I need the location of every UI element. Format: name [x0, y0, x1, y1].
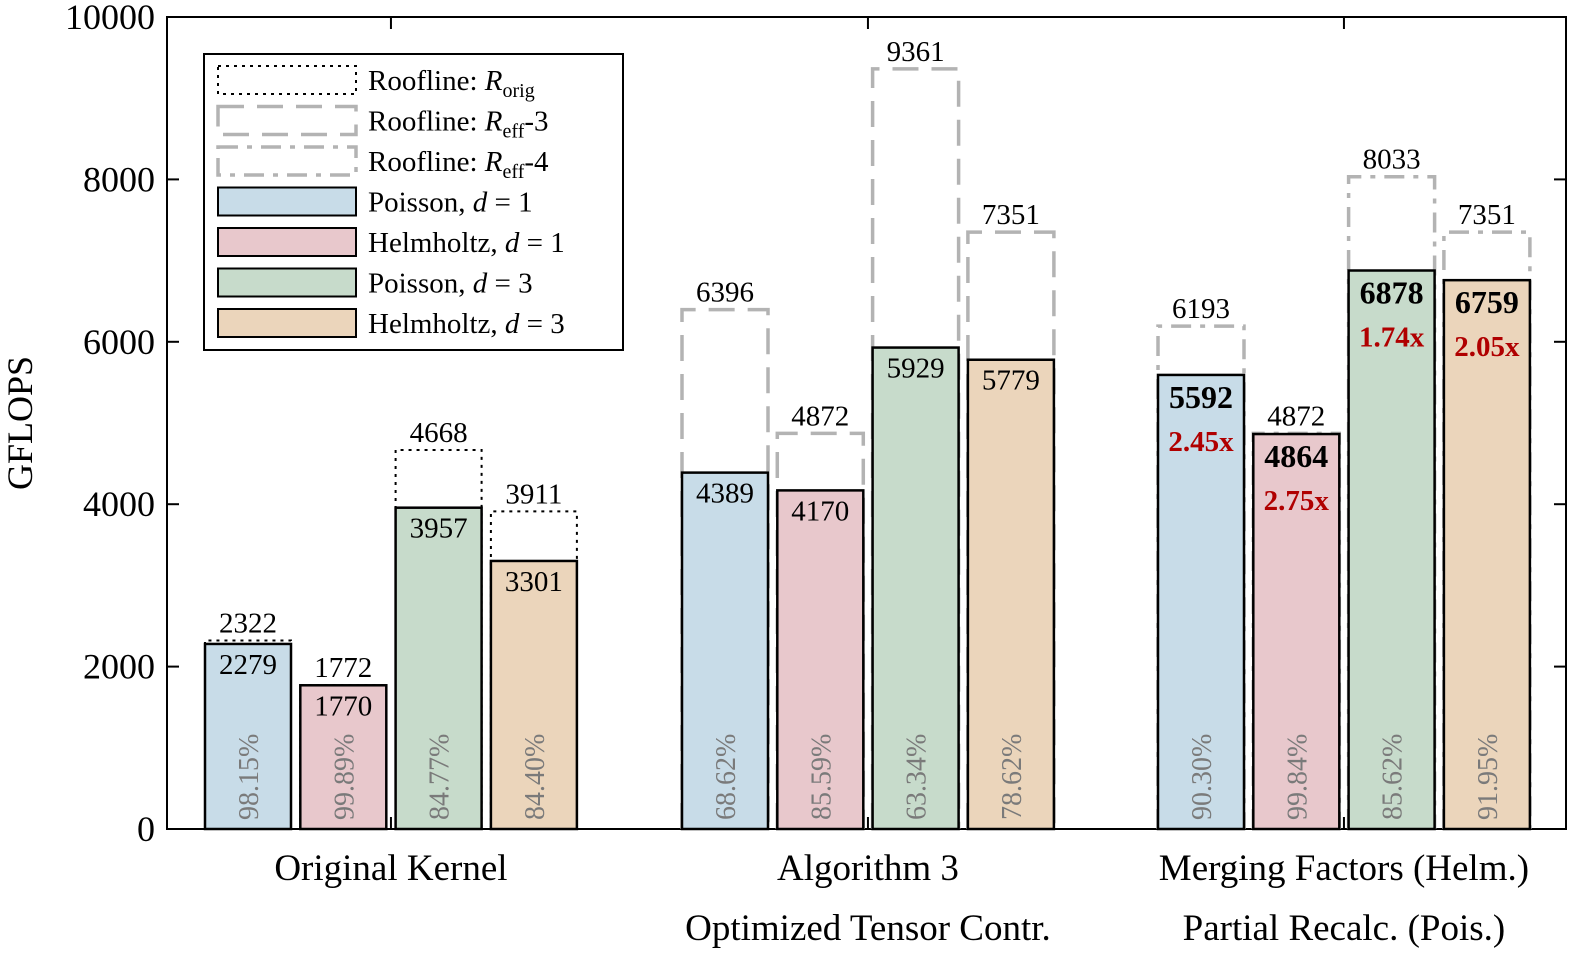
roofline-value-label: 9361: [887, 36, 945, 68]
bar: [1156, 373, 1246, 831]
legend-swatch-series: [217, 186, 357, 217]
roofline-value-label: 7351: [1458, 199, 1516, 231]
efficiency-label: 85.62%: [1378, 734, 1409, 820]
bar-value-label: 4864: [1264, 438, 1328, 474]
efficiency-label: 99.84%: [1282, 734, 1313, 820]
legend-label: Poisson, d = 1: [368, 187, 533, 219]
category-label: Original Kernel: [274, 848, 507, 889]
legend-label: Helmholtz, d = 3: [368, 308, 565, 340]
y-tick-label: 4000: [83, 484, 155, 524]
bar-value-label: 3301: [505, 566, 563, 598]
legend-swatch-series: [217, 267, 357, 298]
efficiency-label: 85.59%: [806, 734, 837, 820]
roofline-value-label: 4872: [791, 400, 849, 432]
y-tick-label: 8000: [83, 159, 155, 199]
category-label: Merging Factors (Helm.): [1159, 848, 1529, 889]
legend-label: Roofline: Reff-3: [368, 106, 549, 143]
legend-swatch-series: [217, 227, 357, 257]
bar-value-label: 6878: [1360, 275, 1424, 311]
roofline-value-label: 3911: [505, 478, 562, 510]
y-tick-label: 2000: [83, 647, 155, 687]
bar: [1442, 278, 1532, 831]
bar-value-label: 5779: [982, 365, 1040, 397]
roofline-value-label: 6193: [1172, 293, 1230, 325]
efficiency-label: 90.30%: [1187, 734, 1218, 820]
bar: [1347, 269, 1436, 831]
efficiency-label: 84.77%: [425, 734, 456, 820]
legend-label: Helmholtz, d = 1: [368, 227, 565, 259]
legend-swatch-roofline: [216, 145, 358, 177]
bar: [489, 559, 579, 831]
legend-label: Roofline: Reff-4: [368, 146, 549, 183]
legend-label: Poisson, d = 3: [368, 268, 533, 300]
bar: [299, 684, 388, 831]
legend-swatch-series: [217, 308, 357, 338]
bar: [966, 358, 1056, 831]
speedup-label: 1.74x: [1359, 322, 1425, 354]
efficiency-label: 63.34%: [902, 734, 933, 820]
roofline-outline: [1156, 324, 1246, 829]
bar-value-label: 6759: [1455, 284, 1519, 320]
roofline-value-label: 7351: [982, 199, 1040, 231]
category-label: Algorithm 3: [777, 848, 959, 889]
efficiency-label: 99.89%: [329, 734, 360, 820]
bar: [394, 506, 483, 831]
legend: Roofline: Rorig Roofline: Reff-3Roofline:…: [203, 53, 624, 351]
bar-value-label: 5929: [887, 353, 945, 385]
legend-swatch-roofline: [216, 104, 358, 137]
bar: [776, 489, 865, 831]
speedup-label: 2.45x: [1168, 426, 1234, 458]
roofline-value-label: 1772: [314, 652, 372, 684]
efficiency-label: 98.15%: [234, 734, 265, 820]
bar-value-label: 5592: [1169, 379, 1233, 415]
y-tick-label: 6000: [83, 322, 155, 362]
efficiency-label: 68.62%: [711, 734, 742, 820]
roofline-value-label: 8033: [1363, 144, 1421, 176]
y-tick-label: 10000: [65, 0, 155, 37]
bar-value-label: 4389: [696, 478, 754, 510]
roofline-value-label: 4668: [410, 417, 468, 449]
bar: [1252, 432, 1341, 831]
bar-value-label: 4170: [791, 495, 849, 527]
efficiency-label: 78.62%: [997, 734, 1028, 820]
category-label-line2: Partial Recalc. (Pois.): [1183, 908, 1506, 949]
roofline-value-label: 2322: [219, 607, 277, 639]
bar: [680, 471, 770, 831]
bar-value-label: 2279: [219, 649, 277, 681]
efficiency-label: 91.95%: [1473, 734, 1504, 820]
legend-swatch-roofline: [217, 65, 357, 95]
speedup-label: 2.05x: [1454, 331, 1520, 363]
bar: [871, 346, 960, 831]
plot-frame: [166, 16, 1567, 830]
roofline-value-label: 4872: [1267, 400, 1325, 432]
roofline-value-label: 6396: [696, 277, 754, 309]
speedup-label: 2.75x: [1264, 485, 1330, 517]
category-label-line2: Optimized Tensor Contr.: [685, 908, 1051, 949]
bar: [203, 642, 293, 831]
y-tick-label: 0: [137, 809, 155, 849]
bar-value-label: 3957: [410, 513, 468, 545]
legend-label: Roofline: Rorig: [368, 65, 535, 102]
efficiency-label: 84.40%: [520, 734, 551, 820]
bar-value-label: 1770: [314, 690, 372, 722]
y-axis-label: GFLOPS: [0, 356, 40, 490]
